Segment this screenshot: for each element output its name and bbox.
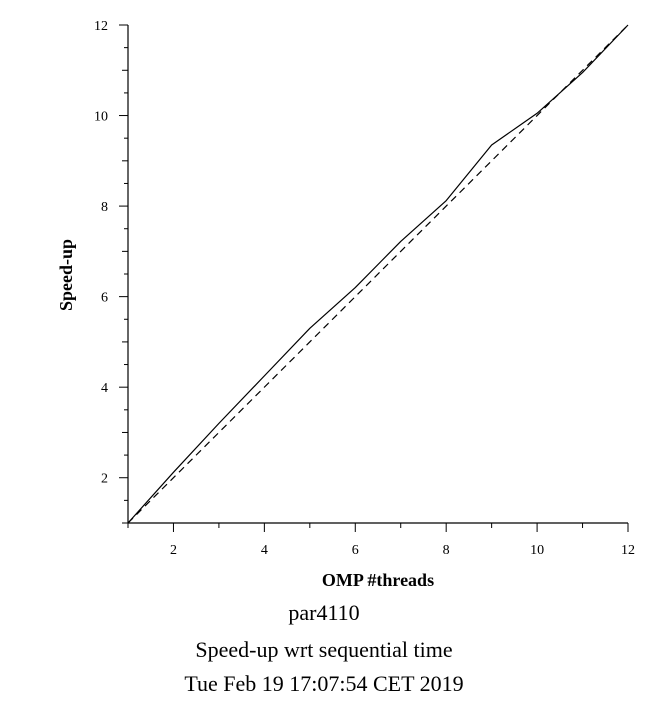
caption-line-1: par4110 — [288, 600, 360, 625]
y-tick-label: 12 — [94, 19, 108, 34]
x-tick-label: 6 — [352, 543, 359, 558]
y-tick-label: 8 — [101, 200, 108, 215]
x-tick-label: 12 — [621, 543, 635, 558]
series-lines — [127, 24, 629, 524]
y-tick-label: 6 — [101, 291, 108, 306]
x-tick-label: 8 — [443, 543, 450, 558]
y-tick-label: 4 — [101, 381, 108, 396]
y-tick-label: 2 — [101, 472, 108, 487]
measured-speedup-line — [127, 24, 629, 524]
x-axis-title: OMP #threads — [322, 570, 434, 590]
caption-line-2: Speed-up wrt sequential time — [195, 637, 453, 662]
ideal-speedup-line — [127, 24, 629, 524]
y-tick-label: 10 — [94, 110, 108, 125]
ticks — [119, 24, 629, 532]
x-tick-label: 4 — [261, 543, 268, 558]
x-tick-label: 10 — [530, 543, 544, 558]
caption-line-3: Tue Feb 19 17:07:54 CET 2019 — [184, 671, 464, 696]
x-tick-label: 2 — [170, 543, 177, 558]
tick-labels: 2 4 6 8 10 12 2 4 6 8 10 12 — [94, 19, 635, 558]
y-axis-title: Speed-up — [56, 239, 76, 311]
